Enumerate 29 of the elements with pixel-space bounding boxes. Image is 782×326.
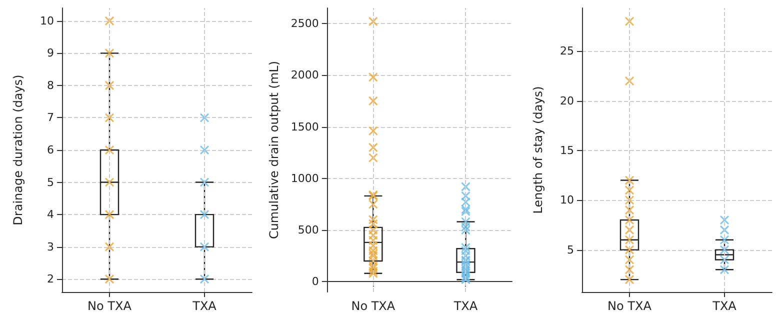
y-tick-label: 6 bbox=[47, 144, 54, 156]
y-tick-label: 0 bbox=[312, 275, 319, 288]
x-tick-label: TXA bbox=[712, 299, 738, 313]
x-tick-label: No TXA bbox=[608, 299, 652, 313]
y-tick-label: 10 bbox=[560, 194, 574, 207]
y-tick-label: 1500 bbox=[290, 120, 319, 134]
y-tick-label: 5 bbox=[567, 243, 574, 256]
y-tick-label: 2 bbox=[47, 272, 54, 286]
y-tick-label: 2000 bbox=[290, 68, 319, 82]
y-axis-title: Length of stay (days) bbox=[531, 86, 545, 214]
y-tick-label: 15 bbox=[560, 144, 574, 157]
y-tick-label: 8 bbox=[47, 78, 54, 92]
y-tick-label: 20 bbox=[560, 94, 574, 108]
y-tick-label: 7 bbox=[47, 111, 54, 124]
y-tick-label: 3 bbox=[47, 240, 54, 254]
y-tick-label: 10 bbox=[40, 14, 54, 28]
x-tick-label: No TXA bbox=[88, 299, 132, 313]
y-tick-label: 2500 bbox=[290, 16, 319, 30]
x-tick-label: TXA bbox=[452, 299, 478, 313]
y-tick-label: 500 bbox=[298, 224, 319, 237]
y-axis-title: Cumulative drain output (mL) bbox=[267, 60, 281, 240]
x-tick-label: No TXA bbox=[351, 299, 396, 313]
y-axis-title: Drainage duration (days) bbox=[11, 74, 25, 226]
y-tick-label: 25 bbox=[560, 44, 574, 58]
y-tick-label: 4 bbox=[47, 208, 54, 222]
y-tick-label: 5 bbox=[47, 176, 54, 189]
y-tick-label: 1000 bbox=[290, 172, 319, 185]
x-tick-label: TXA bbox=[192, 299, 218, 313]
y-tick-label: 9 bbox=[47, 46, 54, 60]
